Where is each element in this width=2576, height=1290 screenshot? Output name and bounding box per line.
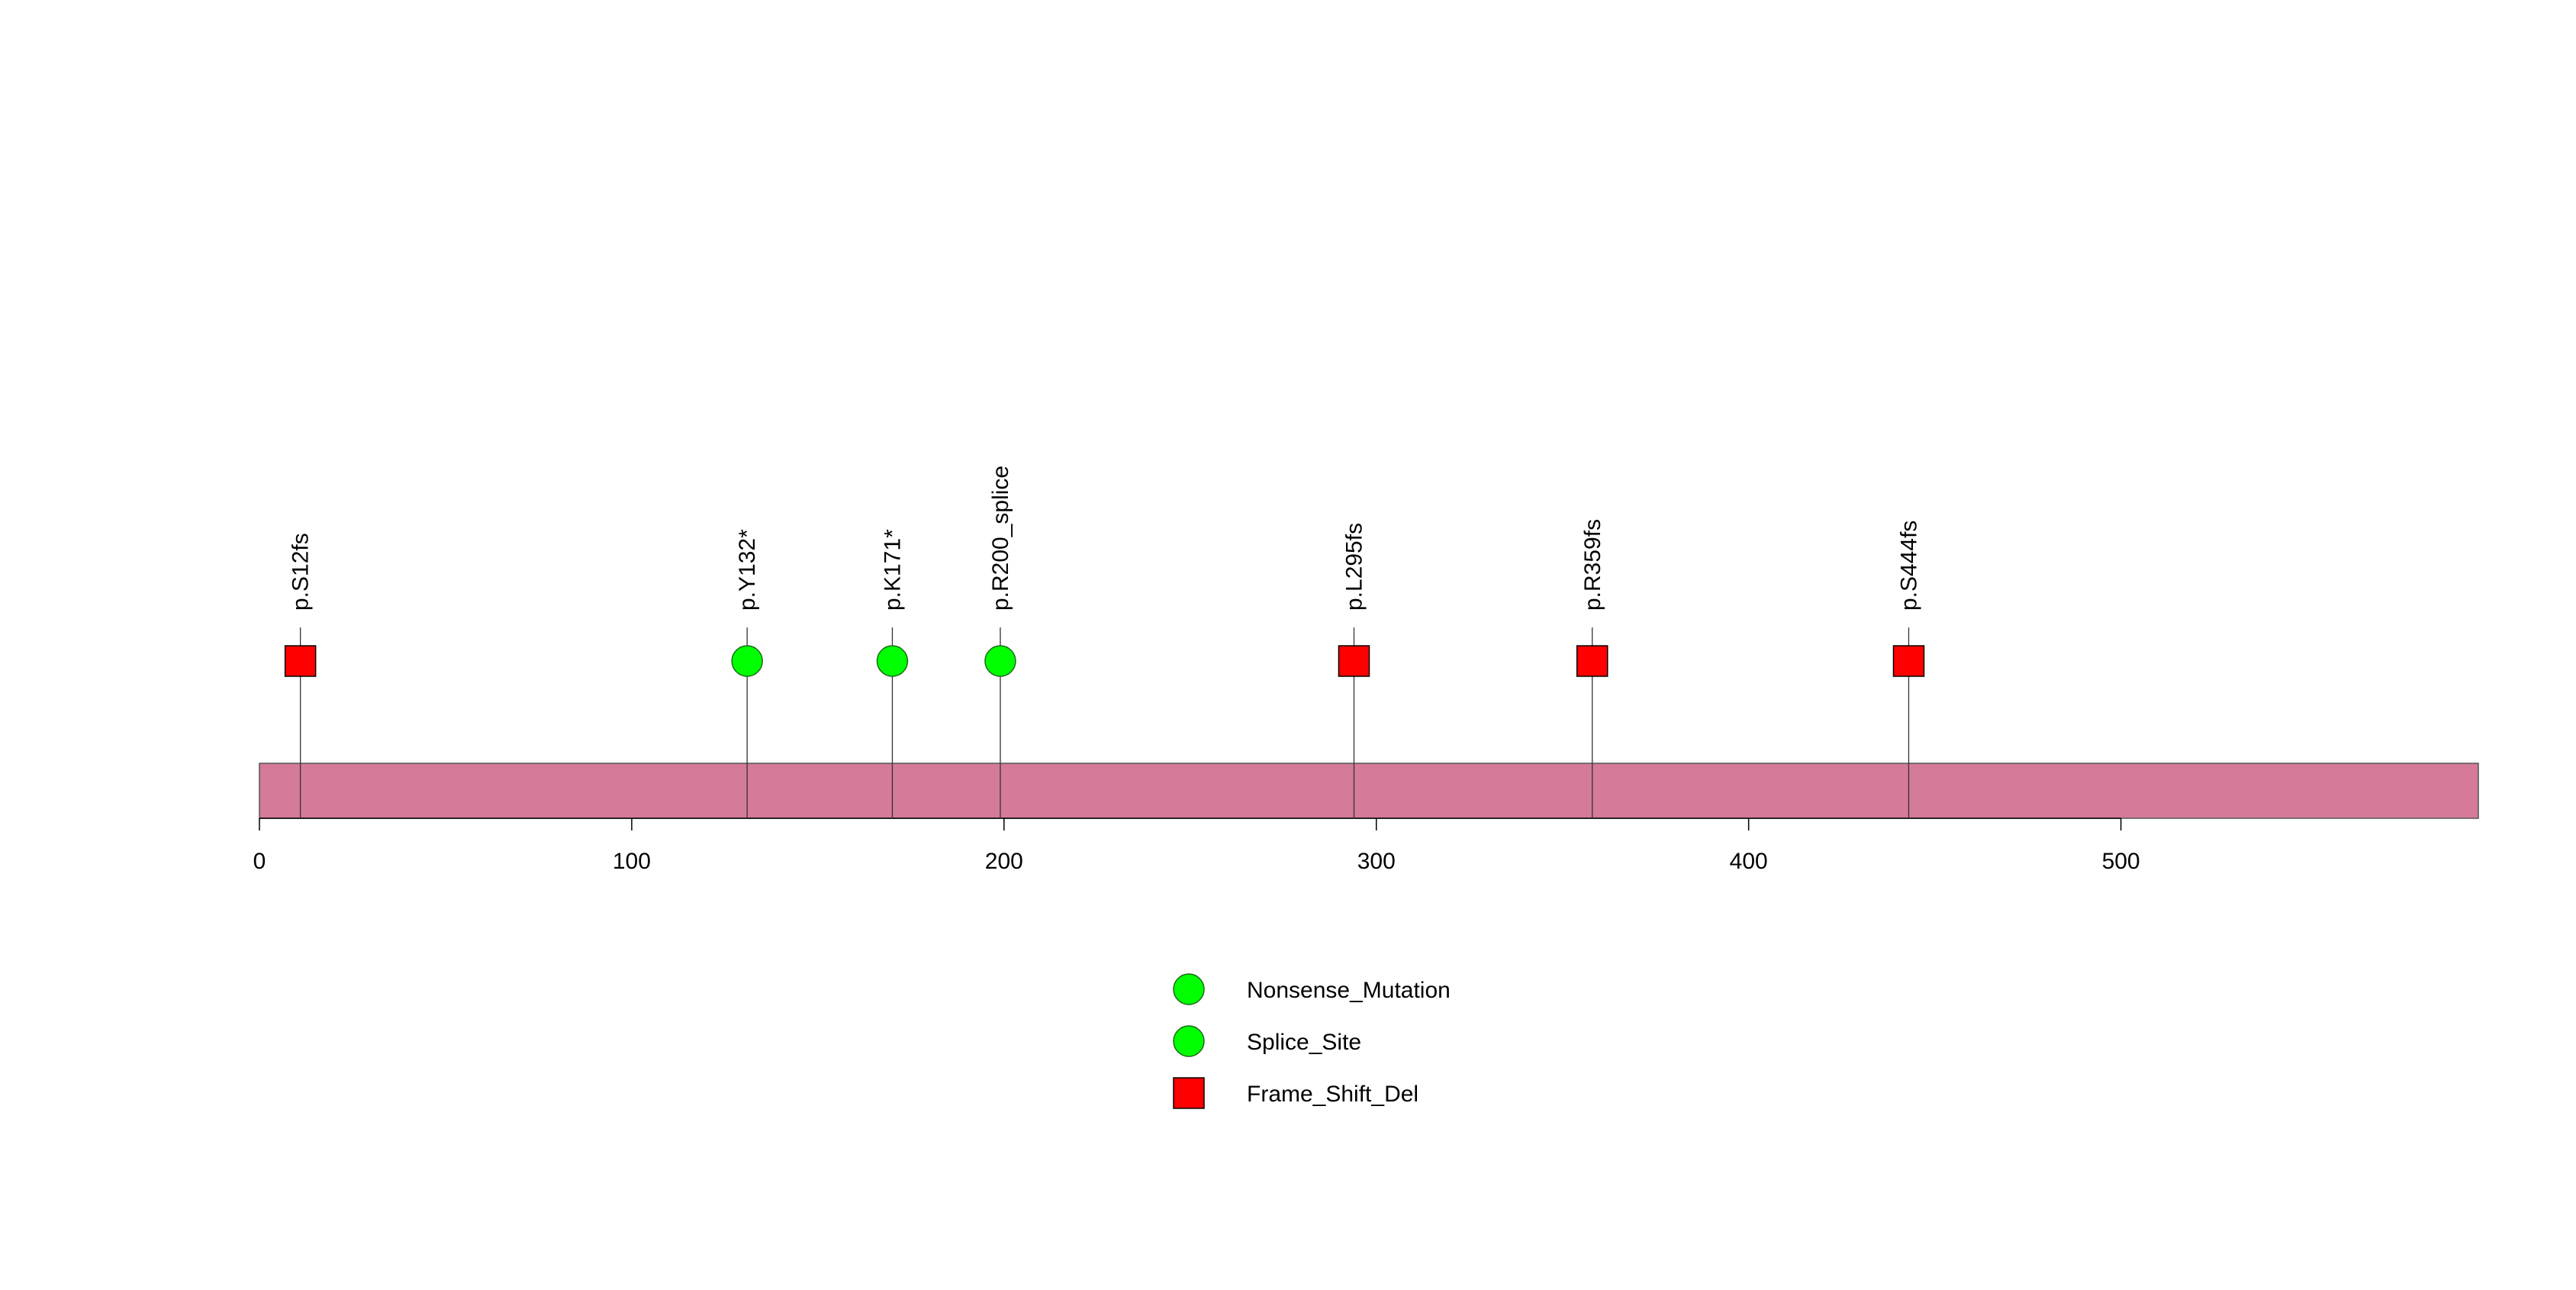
mutation-marker <box>1576 645 1608 677</box>
legend-label: Nonsense_Mutation <box>1247 978 1451 1003</box>
mutation-marker <box>284 645 317 677</box>
legend-label: Frame_Shift_Del <box>1247 1082 1418 1107</box>
x-tick-label: 200 <box>985 849 1023 874</box>
protein-bar <box>259 763 2479 819</box>
mutation-label: p.K171* <box>880 529 905 611</box>
mutation-marker <box>984 645 1016 677</box>
legend-label: Splice_Site <box>1247 1030 1361 1055</box>
mutation-lollipops: p.S12fs p.Y132* p.K171* p.R200_splice p.L295… <box>284 466 1925 818</box>
x-tick-label: 0 <box>253 849 266 874</box>
x-tick-label: 300 <box>1357 849 1396 874</box>
mutation-label: p.Y132* <box>735 529 760 611</box>
protein-track <box>259 763 2479 819</box>
mutation-label: p.R200_splice <box>988 466 1013 611</box>
legend-marker <box>1173 1077 1205 1109</box>
mutation-marker <box>1338 645 1370 677</box>
mutation-label: p.S444fs <box>1896 521 1921 611</box>
x-axis: 0 100 200 300 400 500 <box>253 818 2140 874</box>
mutation-marker <box>1892 645 1925 677</box>
x-tick-label: 500 <box>2102 849 2140 874</box>
legend: Nonsense_Mutation Splice_Site Frame_Shift_… <box>1173 973 1451 1109</box>
legend-marker <box>1173 1025 1205 1057</box>
mutation-marker <box>731 645 763 677</box>
x-tick-label: 100 <box>613 849 651 874</box>
legend-marker <box>1173 973 1205 1005</box>
mutation-marker <box>876 645 909 677</box>
mutation-label: p.L295fs <box>1341 523 1367 611</box>
mutation-label: p.R359fs <box>1580 519 1605 611</box>
mutation-label: p.S12fs <box>288 533 314 611</box>
x-tick-label: 400 <box>1730 849 1768 874</box>
